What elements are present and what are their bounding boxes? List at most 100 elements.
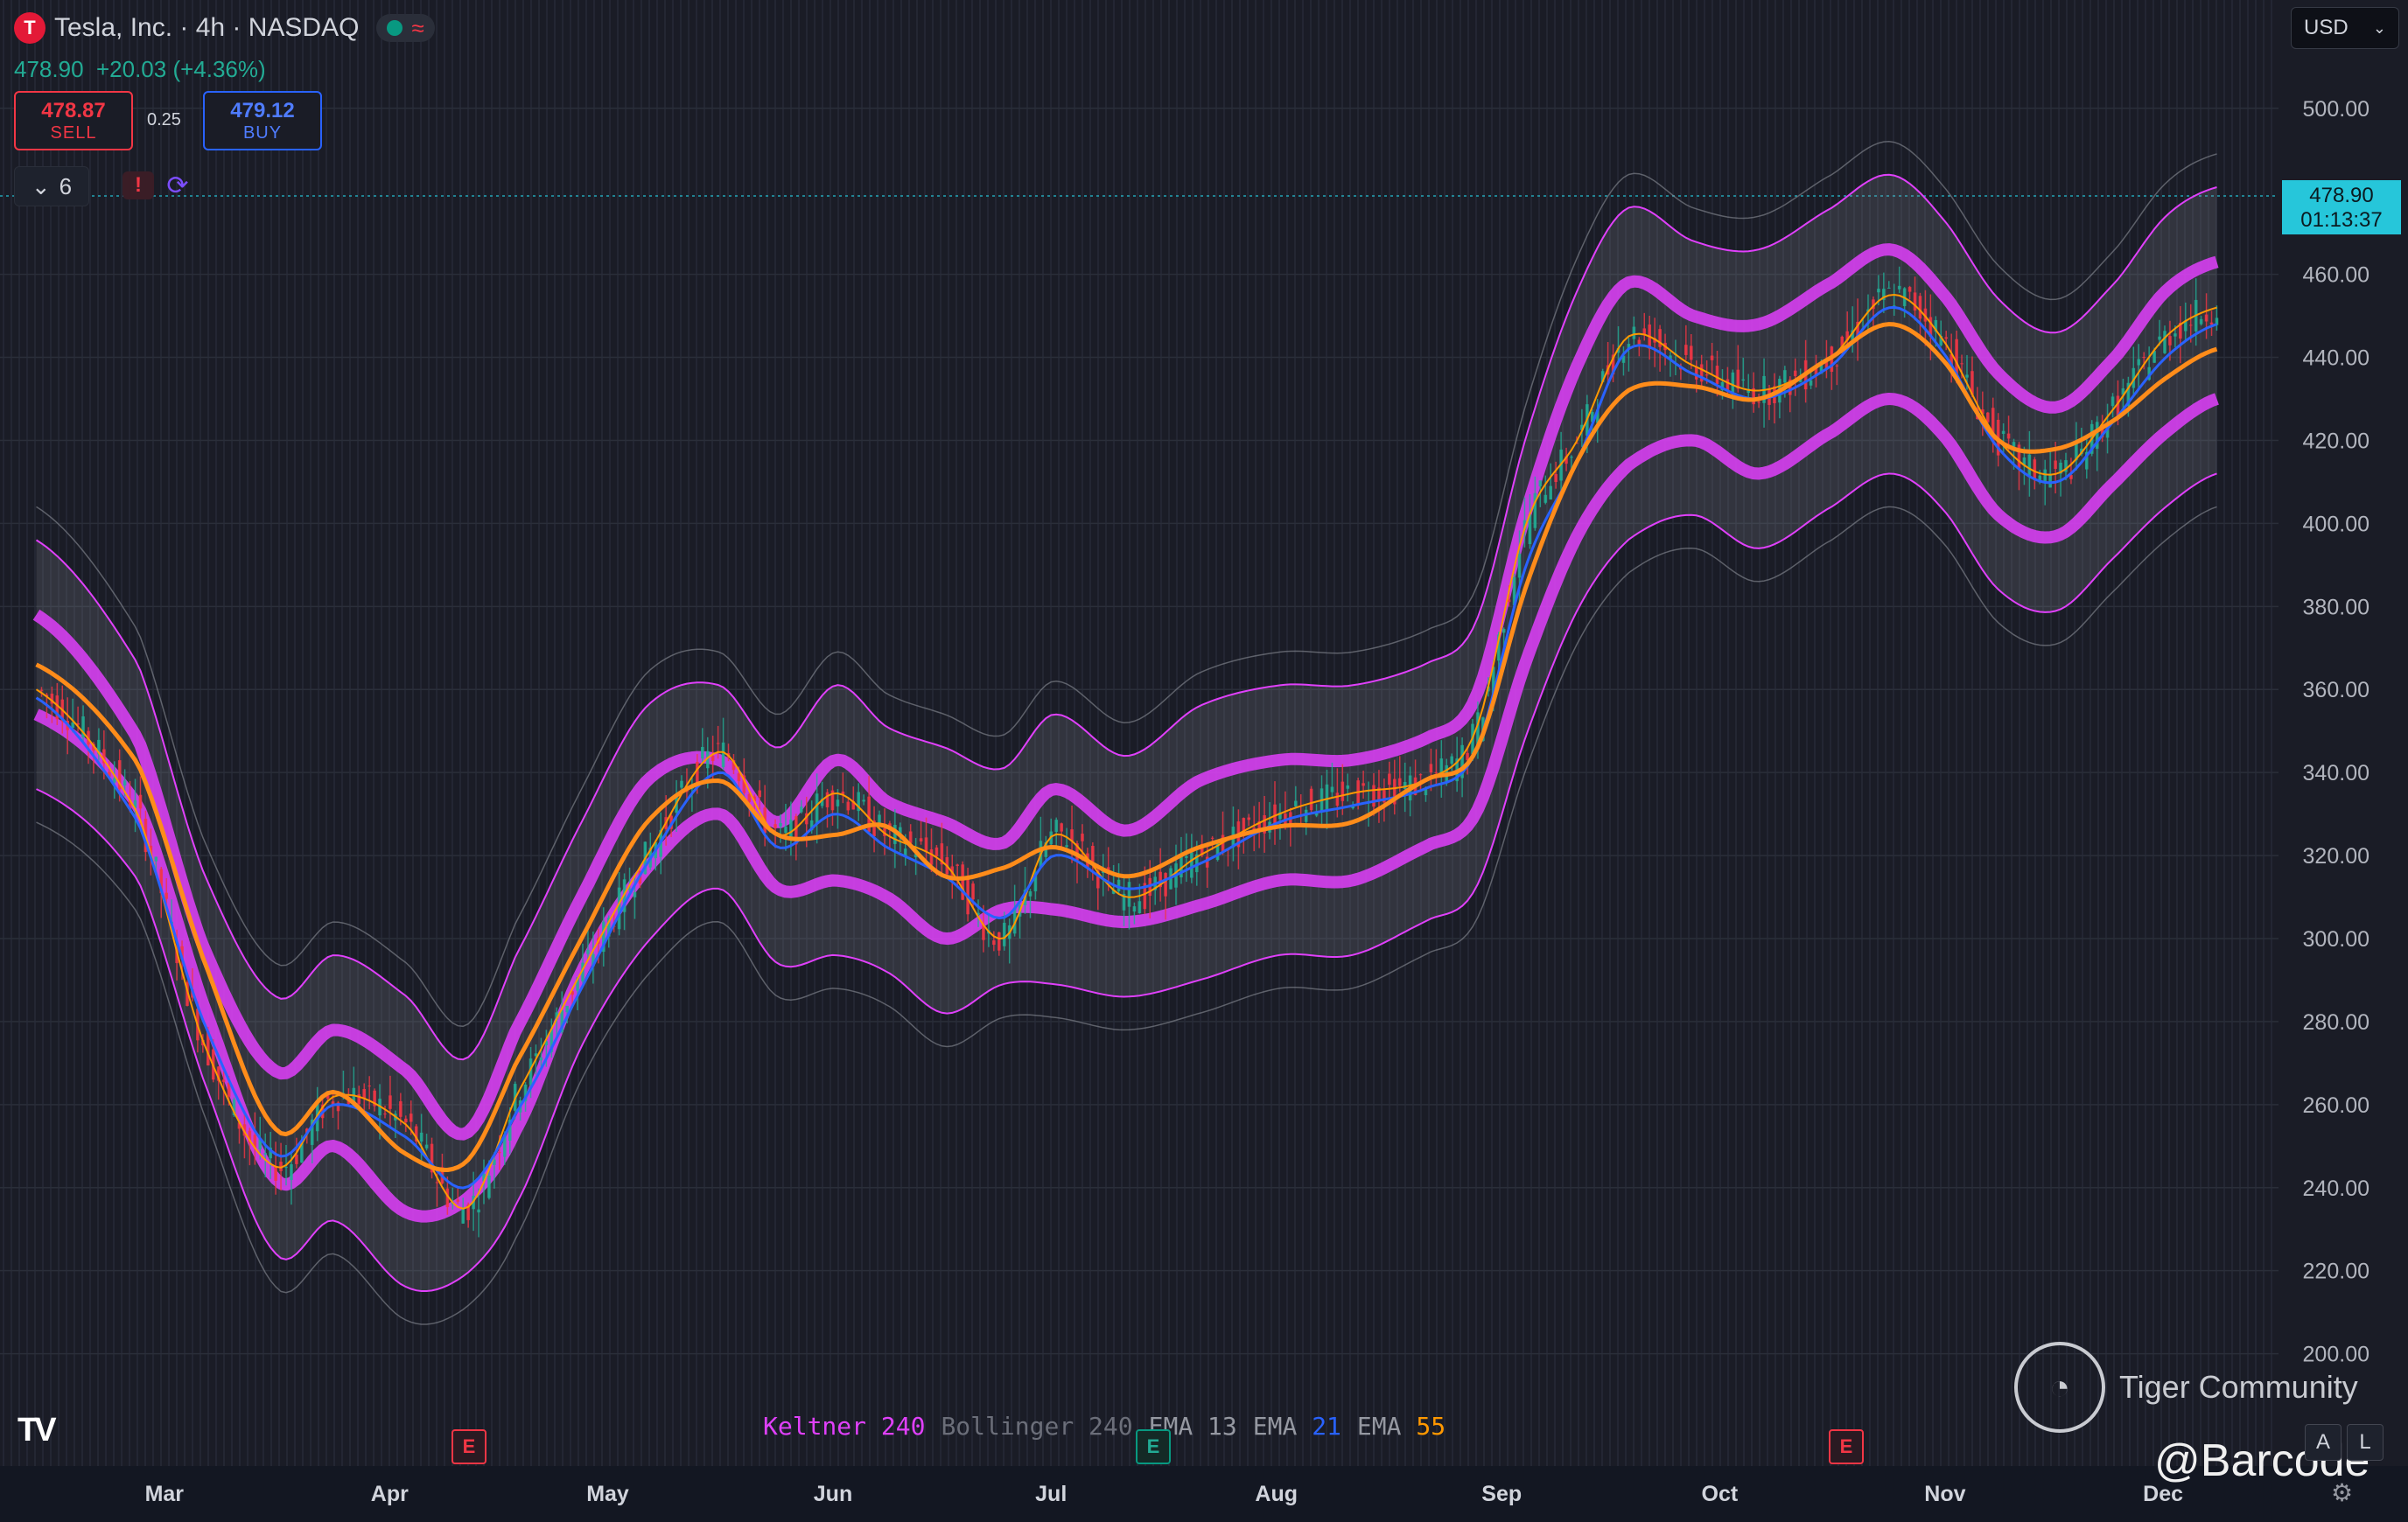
candle-body — [971, 883, 975, 900]
earnings-marker-icon[interactable]: E — [452, 1429, 486, 1464]
earnings-marker-icon[interactable]: E — [1136, 1429, 1171, 1464]
candle-body — [1012, 907, 1017, 934]
candle-body — [2059, 462, 2062, 474]
candle-body — [1351, 806, 1355, 809]
settings-gear-icon[interactable]: ⚙ — [2331, 1479, 2354, 1506]
candle-body — [274, 1165, 277, 1181]
candle-body — [2209, 322, 2214, 325]
chevron-down-icon: ⌄ — [31, 172, 51, 199]
candle-body — [164, 892, 169, 899]
currency-select[interactable]: USD ⌄ — [2291, 7, 2399, 49]
candle-body — [825, 792, 830, 807]
log-scale-button[interactable]: L — [2347, 1424, 2384, 1461]
sell-button[interactable]: 478.87 SELL — [14, 91, 133, 150]
candle-body — [175, 946, 178, 964]
symbol-title[interactable]: Tesla, Inc. · 4h · NASDAQ — [54, 13, 360, 42]
candle-body — [258, 1139, 262, 1149]
candle-body — [752, 796, 757, 802]
candle-body — [76, 723, 80, 725]
buy-label: BUY — [242, 122, 283, 143]
x-tick-label: May — [586, 1482, 629, 1506]
candle-body — [1065, 845, 1068, 848]
warning-icon[interactable]: ! — [122, 171, 154, 199]
candle-body — [799, 806, 803, 813]
market-status-pill[interactable]: ≈ — [376, 14, 435, 42]
candle-body — [97, 739, 101, 755]
legend-ema-21[interactable]: EMA 21 — [1252, 1412, 1341, 1441]
candle-body — [424, 1144, 429, 1148]
legend-bollinger[interactable]: Bollinger 240 — [941, 1412, 1133, 1441]
candle-body — [221, 1079, 226, 1082]
status-icons: ! ⟳ — [122, 171, 192, 200]
candle-body — [1330, 786, 1334, 792]
candle-body — [705, 751, 710, 769]
sync-icon[interactable]: ⟳ — [166, 171, 189, 200]
candle-body — [414, 1126, 418, 1142]
tradingview-logo-icon[interactable]: TV — [18, 1412, 57, 1449]
buy-button[interactable]: 479.12 BUY — [203, 91, 322, 150]
indicators-collapse-button[interactable]: ⌄ 6 — [14, 166, 89, 206]
candle-body — [1616, 348, 1620, 353]
candle-body — [1278, 812, 1282, 820]
candle-body — [300, 1142, 304, 1163]
bar-countdown: 01:13:37 — [2300, 208, 2383, 232]
candle-body — [1960, 363, 1964, 365]
candle-body — [934, 847, 939, 856]
candle-body — [2043, 469, 2048, 482]
auto-scale-button[interactable]: A — [2305, 1424, 2342, 1461]
symbol-header[interactable]: T Tesla, Inc. · 4h · NASDAQ ≈ — [14, 12, 435, 44]
candle-body — [1991, 408, 1995, 443]
y-tick-label: 320.00 — [2303, 844, 2370, 869]
candle-body — [1699, 364, 1704, 382]
candle-body — [1715, 366, 1719, 385]
candle-body — [1132, 906, 1137, 912]
candle-body — [81, 716, 85, 737]
keltner-upper-band — [32, 243, 2219, 1141]
candle-body — [997, 932, 1001, 951]
candle-body — [1985, 412, 1990, 422]
candle-body — [71, 722, 74, 728]
candle-body — [2152, 351, 2156, 363]
candle-body — [908, 831, 913, 843]
candle-body — [1388, 773, 1391, 785]
candle-body — [1621, 355, 1626, 363]
tiger-logo-icon: ◔ — [2014, 1342, 2105, 1433]
candle-body — [445, 1188, 450, 1208]
candle-body — [1502, 629, 1506, 633]
candle-body — [2142, 357, 2146, 359]
candle-body — [1814, 366, 1818, 375]
candle-body — [1403, 782, 1407, 789]
candle-body — [2121, 387, 2125, 395]
candle-body — [758, 790, 762, 798]
candle-body — [581, 962, 584, 981]
candle-body — [1054, 820, 1059, 833]
candle-body — [352, 1087, 356, 1107]
indicator-legend[interactable]: Keltner 240 Bollinger 240 EMA 13 EMA 21 … — [763, 1412, 1446, 1441]
candle-body — [326, 1094, 330, 1100]
candle-body — [794, 816, 798, 845]
candle-body — [851, 800, 856, 810]
chevron-down-icon: ⌄ — [2372, 18, 2386, 37]
currency-value: USD — [2304, 16, 2348, 39]
candle-body — [1694, 367, 1698, 380]
candle-body — [2158, 336, 2161, 340]
candle-body — [2110, 396, 2115, 407]
candle-body — [122, 780, 127, 785]
candle-body — [732, 759, 736, 771]
candle-body — [487, 1176, 491, 1198]
earnings-marker-icon[interactable]: E — [1829, 1429, 1864, 1464]
candle-body — [586, 949, 590, 954]
candle-body — [737, 773, 741, 782]
candle-body — [216, 1066, 220, 1081]
legend-keltner[interactable]: Keltner 240 — [763, 1412, 926, 1441]
candle-body — [357, 1094, 361, 1105]
y-tick-label: 340.00 — [2303, 761, 2370, 785]
candle-body — [1856, 321, 1859, 337]
candle-body — [1736, 369, 1740, 389]
candle-body — [2033, 459, 2037, 479]
candle-body — [237, 1122, 242, 1129]
legend-ema-55[interactable]: EMA 55 — [1356, 1412, 1446, 1441]
candle-body — [1965, 374, 1969, 378]
candle-body — [1002, 922, 1006, 946]
